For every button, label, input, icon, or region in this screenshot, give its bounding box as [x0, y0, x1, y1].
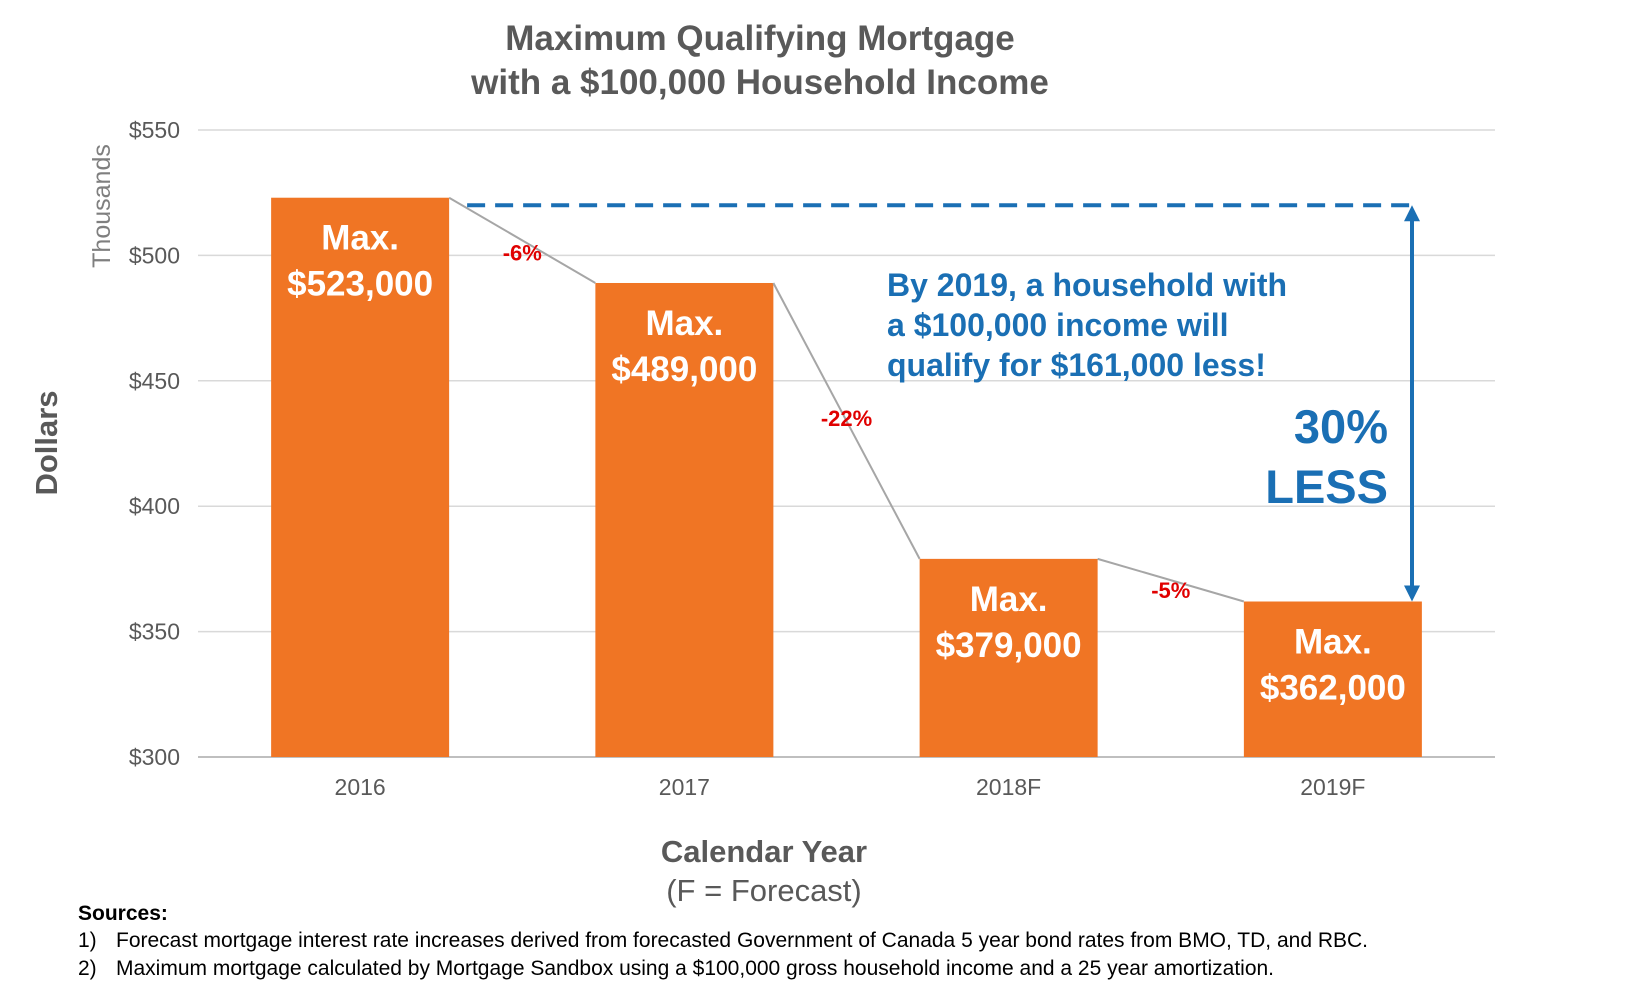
change-label: -22%: [821, 406, 872, 431]
bar-value-labels: Max. $523,000 Max. $489,000 Max. $379,000 Max.…: [287, 219, 1406, 708]
arrow-head-down-icon: [1404, 585, 1420, 602]
x-tick-label: 2016: [335, 774, 386, 800]
annotation: By 2019, a household with a $100,000 inc…: [467, 203, 1420, 602]
bar-label-max: Max.: [645, 304, 723, 343]
y-tick-label: $350: [129, 619, 180, 645]
source-2-number: 2): [78, 957, 97, 980]
bar-label-max: Max.: [1294, 623, 1372, 662]
annotation-line-1: By 2019, a household with: [887, 267, 1287, 303]
y-tick-label: $550: [129, 117, 180, 143]
annotation-emphasis-2: LESS: [1265, 460, 1388, 513]
bars: [271, 197, 1422, 757]
x-axis-title: Calendar Year: [661, 834, 867, 869]
change-labels: -6% -22% -5%: [503, 240, 1191, 603]
y-tick-label: $400: [129, 493, 180, 519]
chart-title-line-1: Maximum Qualifying Mortgage: [505, 19, 1015, 58]
y-axis-units-label: Thousands: [88, 144, 116, 268]
bar-label-value: $489,000: [611, 350, 757, 389]
bar-connectors: [448, 196, 1245, 603]
y-tick-label: $500: [129, 242, 180, 268]
bar: [595, 282, 774, 757]
x-axis-subtitle: (F = Forecast): [666, 873, 862, 908]
bar-label-value: $523,000: [287, 265, 433, 304]
source-1-text: Forecast mortgage interest rate increase…: [116, 929, 1368, 952]
connector-line: [772, 282, 921, 560]
y-tick-label: $300: [129, 744, 180, 770]
x-tick-label: 2017: [659, 774, 710, 800]
bar-label-max: Max.: [321, 219, 399, 258]
arrow-head-up-icon: [1404, 205, 1420, 222]
x-tick-labels: 2016 2017 2018F 2019F: [335, 774, 1366, 800]
change-label: -5%: [1151, 578, 1190, 603]
annotation-line-2: a $100,000 income will: [887, 307, 1229, 343]
sources-heading: Sources:: [78, 902, 168, 925]
bar: [919, 558, 1098, 757]
change-label: -6%: [503, 240, 542, 265]
connector-line: [1097, 557, 1245, 603]
x-tick-label: 2018F: [976, 774, 1041, 800]
chart-title-line-2: with a $100,000 Household Income: [470, 63, 1049, 102]
bar: [271, 197, 450, 757]
connector-line: [448, 196, 596, 284]
x-tick-label: 2019F: [1300, 774, 1365, 800]
source-1-number: 1): [78, 929, 97, 952]
y-tick-labels: $300 $350 $400 $450 $500 $550: [129, 117, 180, 770]
annotation-emphasis-1: 30%: [1294, 400, 1388, 453]
y-tick-label: $450: [129, 368, 180, 394]
source-2-text: Maximum mortgage calculated by Mortgage …: [116, 957, 1274, 980]
bar-label-value: $379,000: [936, 626, 1082, 665]
annotation-line-3: qualify for $161,000 less!: [887, 347, 1266, 383]
y-axis-title: Dollars: [29, 390, 64, 495]
bar: [1243, 601, 1422, 757]
bar-label-value: $362,000: [1260, 669, 1406, 708]
bar-label-max: Max.: [970, 580, 1048, 619]
